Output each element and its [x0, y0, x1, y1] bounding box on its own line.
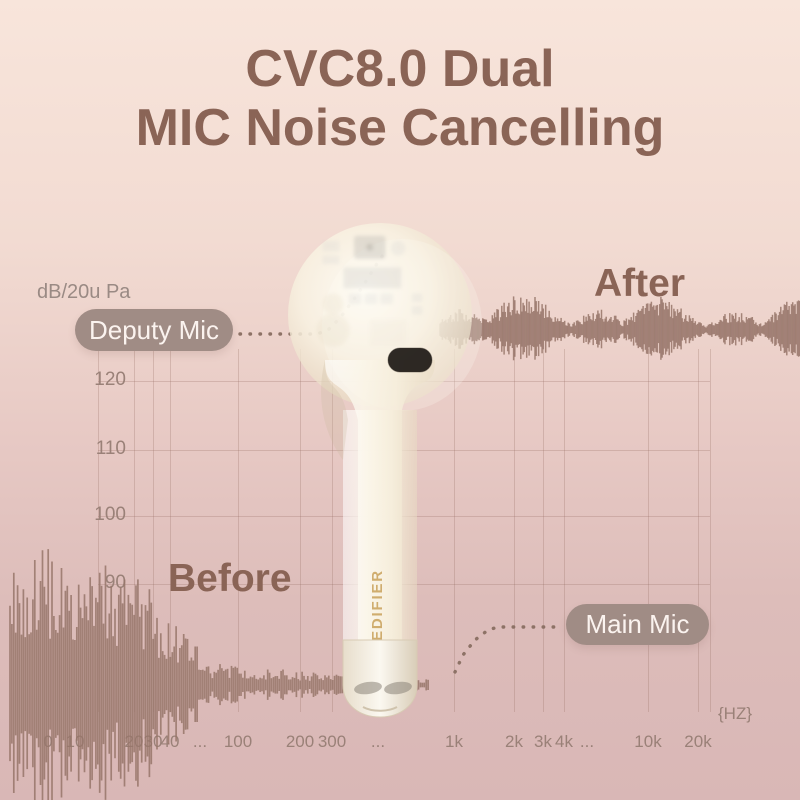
svg-text:EDIFIER: EDIFIER	[369, 569, 386, 641]
